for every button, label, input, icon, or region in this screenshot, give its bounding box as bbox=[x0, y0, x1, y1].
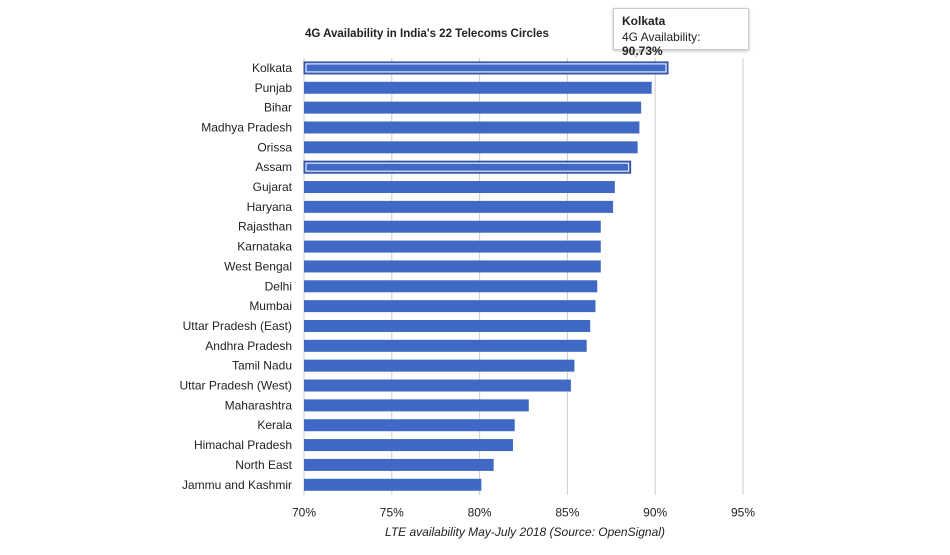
bar-mumbai[interactable] bbox=[304, 300, 596, 313]
bar-kerala[interactable] bbox=[304, 419, 515, 432]
bar-andhra-pradesh[interactable] bbox=[304, 339, 587, 352]
category-label: Haryana bbox=[247, 200, 293, 214]
bar-north-east[interactable] bbox=[304, 458, 494, 471]
bar-punjab[interactable] bbox=[304, 81, 652, 94]
category-label: Kolkata bbox=[252, 61, 292, 75]
category-label: Kerala bbox=[257, 418, 292, 432]
bar-orissa[interactable] bbox=[304, 141, 638, 154]
x-tick-label: 70% bbox=[292, 506, 316, 520]
category-label: Uttar Pradesh (West) bbox=[180, 379, 292, 393]
bar-maharashtra[interactable] bbox=[304, 399, 529, 412]
bar-himachal-pradesh[interactable] bbox=[304, 439, 513, 452]
bar-jammu-and-kashmir[interactable] bbox=[304, 478, 482, 491]
category-label: Bihar bbox=[264, 101, 292, 115]
tooltip: Kolkata 4G Availability: 90.73% bbox=[613, 8, 749, 58]
bar-uttar-pradesh-west[interactable] bbox=[304, 379, 571, 392]
bar-highlight-outline bbox=[305, 162, 630, 172]
bar-madhya-pradesh[interactable] bbox=[304, 121, 640, 134]
bar-delhi[interactable] bbox=[304, 280, 598, 293]
category-label: Jammu and Kashmir bbox=[182, 478, 292, 492]
category-labels: Kolkata Punjab Bihar Madhya Pradesh Orissa As… bbox=[180, 61, 293, 492]
category-label: North East bbox=[235, 458, 292, 472]
bar-karnataka[interactable] bbox=[304, 240, 601, 253]
category-label: Mumbai bbox=[249, 299, 292, 313]
bar-uttar-pradesh-east[interactable] bbox=[304, 319, 591, 332]
bar-assam[interactable] bbox=[303, 160, 632, 174]
tooltip-title: Kolkata bbox=[622, 14, 666, 28]
bar-kolkata[interactable] bbox=[303, 61, 669, 75]
category-label: Gujarat bbox=[253, 180, 293, 194]
bar-west-bengal[interactable] bbox=[304, 260, 601, 273]
tooltip-tail-inner bbox=[631, 48, 641, 56]
bars bbox=[303, 61, 669, 491]
category-label: West Bengal bbox=[224, 259, 292, 273]
x-axis-label: LTE availability May-July 2018 (Source: … bbox=[385, 525, 665, 539]
x-tick-label: 95% bbox=[731, 506, 755, 520]
category-label: Maharashtra bbox=[225, 398, 293, 412]
x-tick-label: 75% bbox=[380, 506, 404, 520]
x-tick-labels: 70% 75% 80% 85% 90% 95% bbox=[292, 506, 755, 520]
category-label: Himachal Pradesh bbox=[194, 438, 292, 452]
tooltip-value: 90.73% bbox=[622, 44, 663, 58]
bar-gujarat[interactable] bbox=[304, 181, 615, 194]
category-label: Andhra Pradesh bbox=[205, 339, 292, 353]
category-label: Madhya Pradesh bbox=[201, 120, 292, 134]
x-tick-label: 80% bbox=[468, 506, 492, 520]
category-label: Assam bbox=[255, 160, 292, 174]
x-tick-label: 90% bbox=[643, 506, 667, 520]
bar-bihar[interactable] bbox=[304, 101, 642, 114]
bar-highlight-outline bbox=[305, 63, 667, 73]
bar-tamil-nadu[interactable] bbox=[304, 359, 575, 372]
tooltip-label: 4G Availability: bbox=[622, 30, 701, 44]
category-label: Delhi bbox=[265, 279, 292, 293]
category-label: Tamil Nadu bbox=[232, 359, 292, 373]
category-label: Rajasthan bbox=[238, 220, 292, 234]
tooltip-line: 4G Availability: 90.73% bbox=[622, 30, 740, 58]
category-label: Punjab bbox=[255, 81, 293, 95]
bar-haryana[interactable] bbox=[304, 200, 614, 213]
category-label: Orissa bbox=[257, 140, 292, 154]
x-tick-label: 85% bbox=[555, 506, 579, 520]
category-label: Karnataka bbox=[237, 240, 292, 254]
bar-rajasthan[interactable] bbox=[304, 220, 601, 233]
chart-title: 4G Availability in India's 22 Telecoms C… bbox=[305, 28, 549, 40]
category-label: Uttar Pradesh (East) bbox=[183, 319, 292, 333]
